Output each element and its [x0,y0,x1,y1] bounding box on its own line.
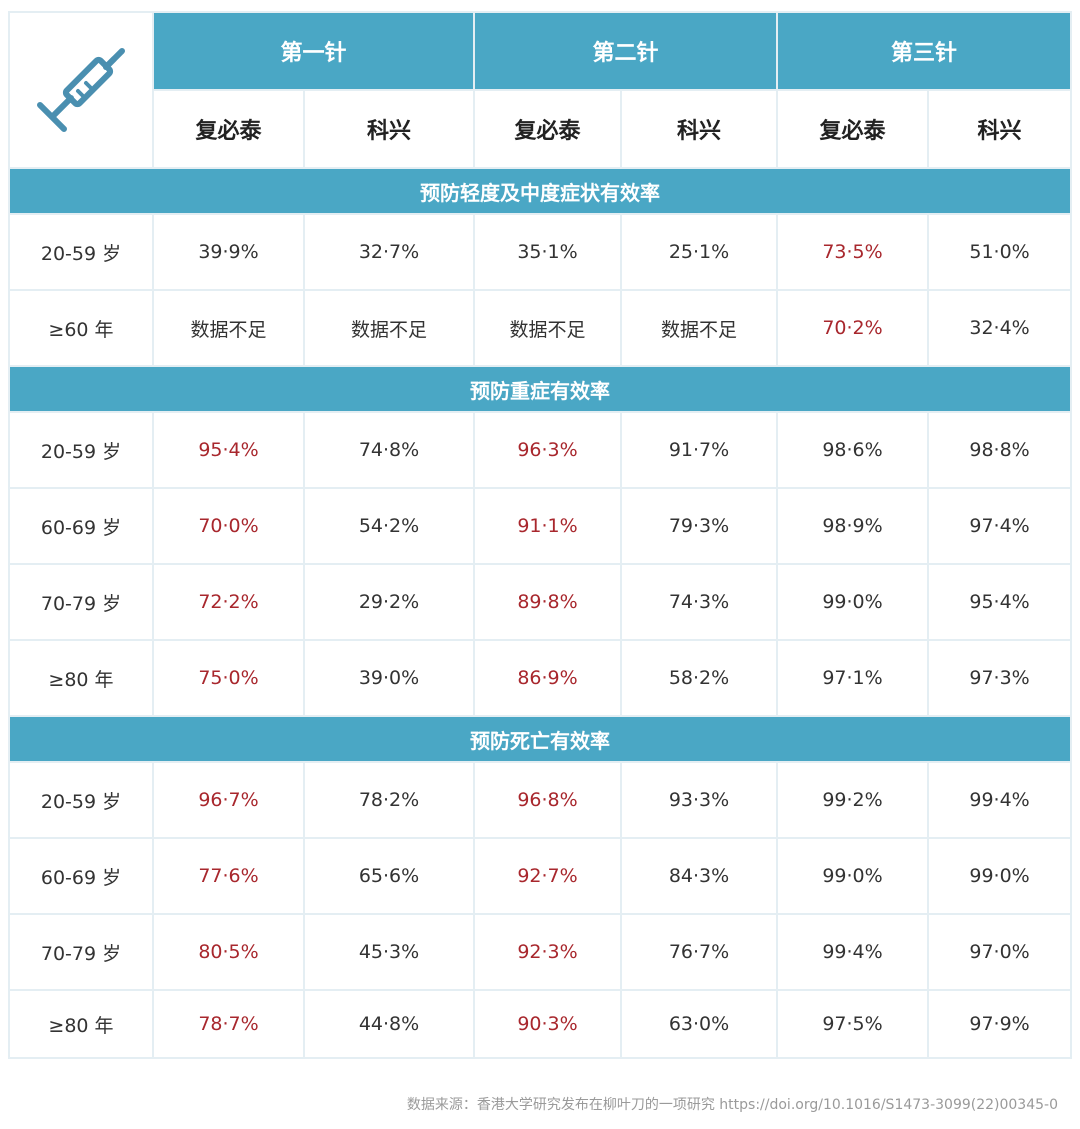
table-row: 70-79 岁 80·5% 45·3% 92·3% 76·7% 99·4% 97·0% [8,913,1073,991]
age-group-label: 70-79 岁 [8,563,154,641]
efficacy-value: 89·8% [473,563,623,641]
age-group-label: ≥80 年 [8,639,154,717]
efficacy-value: 97·4% [927,487,1073,565]
efficacy-value: 99·0% [776,837,930,915]
efficacy-value: 84·3% [620,837,779,915]
efficacy-value: 98·8% [927,411,1073,489]
age-group-label: 60-69 岁 [8,837,154,915]
vaccine-header: 复必泰 [473,89,623,169]
efficacy-value: 96·7% [152,761,305,839]
efficacy-value: 99·4% [776,913,930,991]
efficacy-value: 39·9% [152,213,305,291]
age-group-label: 20-59 岁 [8,761,154,839]
efficacy-value: 数据不足 [152,289,305,367]
efficacy-value: 77·6% [152,837,305,915]
efficacy-value: 98·6% [776,411,930,489]
table-row: ≥60 年数据不足 数据不足 数据不足 数据不足 70·2% 32·4% [8,289,1073,367]
efficacy-value: 72·2% [152,563,305,641]
table-row: ≥80 年 78·7% 44·8% 90·3% 63·0% 97·5% 97·9% [8,989,1073,1059]
age-group-label: 20-59 岁 [8,213,154,291]
efficacy-value: 92·7% [473,837,623,915]
efficacy-value: 51·0% [927,213,1073,291]
age-group-label: ≥80 年 [8,989,154,1059]
table-row: 20-59 岁 96·7% 78·2% 96·8% 93·3% 99·2% 99·4% [8,761,1073,839]
efficacy-table: 第一针 第二针 第三针 复必泰 科兴 复必泰 科兴 复必泰 科兴 预防轻度及中度… [7,11,1073,1059]
efficacy-value: 97·0% [927,913,1073,991]
efficacy-value: 99·0% [927,837,1073,915]
efficacy-value: 32·7% [302,213,476,291]
efficacy-value: 97·1% [776,639,930,717]
age-group-label: 60-69 岁 [8,487,154,565]
efficacy-value: 63·0% [620,989,779,1059]
table-row: ≥80 年 75·0% 39·0% 86·9% 58·2% 97·1% 97·3% [8,639,1073,717]
efficacy-value: 74·8% [302,411,476,489]
efficacy-value: 99·4% [927,761,1073,839]
table-row: 60-69 岁 70·0% 54·2% 91·1% 79·3% 98·9% 97·4% [8,487,1073,565]
table-row: 20-59 岁 95·4% 74·8% 96·3% 91·7% 98·6% 98·8% [8,411,1073,489]
efficacy-value: 97·3% [927,639,1073,717]
section-header: 预防轻度及中度症状有效率 [7,167,1073,215]
efficacy-value: 95·4% [152,411,305,489]
efficacy-value: 数据不足 [473,289,623,367]
dose-header-3: 第三针 [776,11,1073,91]
dose-header-1: 第一针 [151,11,476,91]
efficacy-value: 96·3% [473,411,623,489]
section-header: 预防重症有效率 [7,365,1073,413]
efficacy-value: 39·0% [302,639,476,717]
efficacy-value: 数据不足 [302,289,476,367]
efficacy-value: 29·2% [302,563,476,641]
vaccine-header: 科兴 [302,89,476,169]
efficacy-value: 91·1% [473,487,623,565]
efficacy-value: 80·5% [152,913,305,991]
efficacy-value: 93·3% [620,761,779,839]
table-row: 60-69 岁 77·6% 65·6% 92·7% 84·3% 99·0% 99·0% [8,837,1073,915]
efficacy-value: 45·3% [302,913,476,991]
efficacy-value: 70·0% [152,487,305,565]
efficacy-value: 74·3% [620,563,779,641]
efficacy-value: 54·2% [302,487,476,565]
efficacy-value: 70·2% [776,289,930,367]
dose-header-2: 第二针 [473,11,779,91]
efficacy-value: 97·9% [927,989,1073,1059]
age-group-label: ≥60 年 [8,289,154,367]
efficacy-value: 78·2% [302,761,476,839]
efficacy-value: 35·1% [473,213,623,291]
efficacy-value: 76·7% [620,913,779,991]
efficacy-value: 58·2% [620,639,779,717]
age-group-label: 20-59 岁 [8,411,154,489]
efficacy-value: 92·3% [473,913,623,991]
efficacy-value: 数据不足 [620,289,779,367]
efficacy-value: 44·8% [302,989,476,1059]
section-header: 预防死亡有效率 [7,715,1073,763]
efficacy-value: 96·8% [473,761,623,839]
efficacy-value: 25·1% [620,213,779,291]
syringe-icon [37,48,125,132]
vaccine-header: 复必泰 [152,89,305,169]
efficacy-value: 90·3% [473,989,623,1059]
efficacy-value: 78·7% [152,989,305,1059]
efficacy-value: 86·9% [473,639,623,717]
table-row: 70-79 岁 72·2% 29·2% 89·8% 74·3% 99·0% 95·4% [8,563,1073,641]
efficacy-value: 91·7% [620,411,779,489]
efficacy-value: 73·5% [776,213,930,291]
vaccine-header: 复必泰 [776,89,930,169]
efficacy-value: 75·0% [152,639,305,717]
efficacy-value: 99·2% [776,761,930,839]
vaccine-header: 科兴 [927,89,1073,169]
efficacy-value: 32·4% [927,289,1073,367]
corner-cell [8,11,154,169]
efficacy-value: 65·6% [302,837,476,915]
vaccine-header: 科兴 [620,89,779,169]
efficacy-value: 95·4% [927,563,1073,641]
efficacy-value: 97·5% [776,989,930,1059]
efficacy-value: 99·0% [776,563,930,641]
data-source-note: 数据来源：香港大学研究发布在柳叶刀的一项研究 https://doi.org/1… [406,1097,1058,1113]
efficacy-value: 79·3% [620,487,779,565]
age-group-label: 70-79 岁 [8,913,154,991]
efficacy-value: 98·9% [776,487,930,565]
table-row: 20-59 岁 39·9% 32·7% 35·1% 25·1% 73·5% 51·0% [8,213,1073,291]
